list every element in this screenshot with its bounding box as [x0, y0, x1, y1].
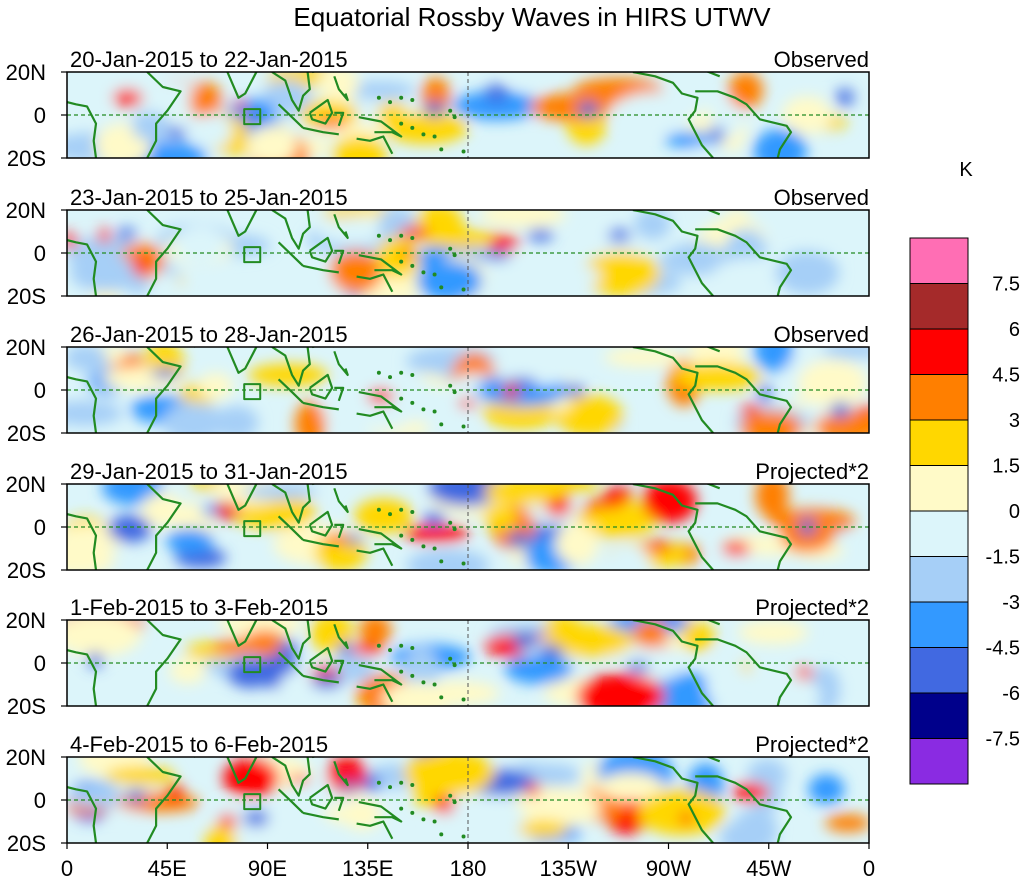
- map-panels: 20N 0 20S 20-Jan-2015 to 22-Jan-2015 Observe…: [6, 47, 870, 856]
- lon-label: 45E: [148, 856, 187, 881]
- panel-status: Projected*2: [755, 459, 869, 484]
- lat-label: 20S: [7, 284, 46, 309]
- lat-label: 0: [34, 788, 46, 813]
- panel-status: Observed: [774, 185, 869, 210]
- reference-box: [243, 656, 262, 674]
- colorbar-tick-label: 3: [1009, 410, 1020, 432]
- colorbar-tick-label: 1.5: [992, 456, 1020, 478]
- anomaly-field: [67, 484, 869, 570]
- map-panel: 20N 0 20S 26-Jan-2015 to 28-Jan-2015 Observe…: [6, 322, 870, 446]
- anomaly-field: [67, 210, 869, 296]
- colorbar-unit: K: [959, 159, 973, 181]
- lat-label: 20N: [6, 60, 46, 85]
- lon-label: 90W: [646, 856, 691, 881]
- colorbar-swatch: [909, 237, 969, 284]
- lat-label: 0: [34, 103, 46, 128]
- lon-label: 90E: [248, 856, 287, 881]
- colorbar-swatch: [909, 647, 969, 694]
- lon-label: 180: [450, 856, 487, 881]
- coastlines: [67, 757, 793, 843]
- anomaly-field: [67, 347, 869, 433]
- colorbar-tick-label: -7.5: [986, 729, 1020, 751]
- map-panel: 20N 0 20S 23-Jan-2015 to 25-Jan-2015 Observe…: [6, 185, 870, 309]
- lon-label: 45W: [746, 856, 791, 881]
- reference-box: [243, 383, 262, 401]
- colorbar-tick-label: -1.5: [986, 547, 1020, 569]
- coastlines: [67, 72, 793, 158]
- colorbar-swatch: [909, 283, 969, 330]
- coastlines: [67, 347, 793, 433]
- lat-label: 0: [34, 651, 46, 676]
- colorbar-swatch: [909, 692, 969, 739]
- lat-label: 20S: [7, 558, 46, 583]
- lon-label: 135W: [540, 856, 598, 881]
- map-panel: 20N 0 20S 1-Feb-2015 to 3-Feb-2015 Projected…: [6, 595, 870, 719]
- colorbar-swatch: [909, 510, 969, 557]
- colorbar-swatch: [909, 419, 969, 466]
- coastlines: [67, 620, 793, 706]
- reference-box: [243, 246, 262, 264]
- lat-label: 0: [34, 378, 46, 403]
- map-panel: 20N 0 20S 29-Jan-2015 to 31-Jan-2015 Project…: [6, 459, 870, 583]
- lat-label: 20N: [6, 608, 46, 633]
- lon-label: 0: [863, 856, 875, 881]
- colorbar-tick-label: 4.5: [992, 365, 1020, 387]
- lat-label: 0: [34, 241, 46, 266]
- colorbar-swatch: [909, 738, 969, 785]
- map-panel: 20N 0 20S 4-Feb-2015 to 6-Feb-2015 Projected…: [6, 732, 870, 856]
- lon-label: 135E: [342, 856, 393, 881]
- lat-label: 20N: [6, 472, 46, 497]
- reference-box: [243, 793, 262, 811]
- map-panel: 20N 0 20S 20-Jan-2015 to 22-Jan-2015 Observe…: [6, 47, 870, 171]
- lat-label: 20N: [6, 335, 46, 360]
- panel-date-range: 20-Jan-2015 to 22-Jan-2015: [70, 47, 348, 72]
- lat-label: 20S: [7, 146, 46, 171]
- colorbar: K 7.5 6 4.5 3 1.5 0 -1.5 -3 -4.5 -6 -7.5: [909, 159, 1020, 785]
- lat-label: 20S: [7, 421, 46, 446]
- colorbar-swatch: [909, 556, 969, 603]
- colorbar-tick-label: 7.5: [992, 274, 1020, 296]
- colorbar-tick-label: 0: [1009, 501, 1020, 523]
- panel-date-range: 4-Feb-2015 to 6-Feb-2015: [70, 732, 328, 757]
- lat-label: 0: [34, 515, 46, 540]
- colorbar-tick-label: -6: [1002, 683, 1020, 705]
- panel-status: Projected*2: [755, 732, 869, 757]
- lat-label: 20N: [6, 745, 46, 770]
- panel-status: Observed: [774, 47, 869, 72]
- panel-date-range: 29-Jan-2015 to 31-Jan-2015: [70, 459, 348, 484]
- lon-label: 0: [61, 856, 73, 881]
- figure-title: Equatorial Rossby Waves in HIRS UTWV: [293, 2, 771, 32]
- colorbar-swatch: [909, 328, 969, 375]
- colorbar-swatch: [909, 465, 969, 512]
- anomaly-field: [67, 72, 869, 158]
- reference-box: [243, 108, 262, 126]
- colorbar-tick-label: 6: [1009, 319, 1020, 341]
- panel-date-range: 26-Jan-2015 to 28-Jan-2015: [70, 322, 348, 347]
- colorbar-swatch: [909, 374, 969, 421]
- colorbar-tick-label: -3: [1002, 592, 1020, 614]
- lat-label: 20N: [6, 198, 46, 223]
- lat-label: 20S: [7, 831, 46, 856]
- panel-status: Observed: [774, 322, 869, 347]
- panel-status: Projected*2: [755, 595, 869, 620]
- colorbar-tick-label: -4.5: [986, 638, 1020, 660]
- panel-date-range: 1-Feb-2015 to 3-Feb-2015: [70, 595, 328, 620]
- anomaly-field: [67, 620, 869, 706]
- longitude-axis: 0 45E 90E 135E 180 135W 90W 45W 0: [61, 843, 875, 881]
- lat-label: 20S: [7, 694, 46, 719]
- reference-box: [243, 520, 262, 538]
- colorbar-swatch: [909, 601, 969, 648]
- panel-date-range: 23-Jan-2015 to 25-Jan-2015: [70, 185, 348, 210]
